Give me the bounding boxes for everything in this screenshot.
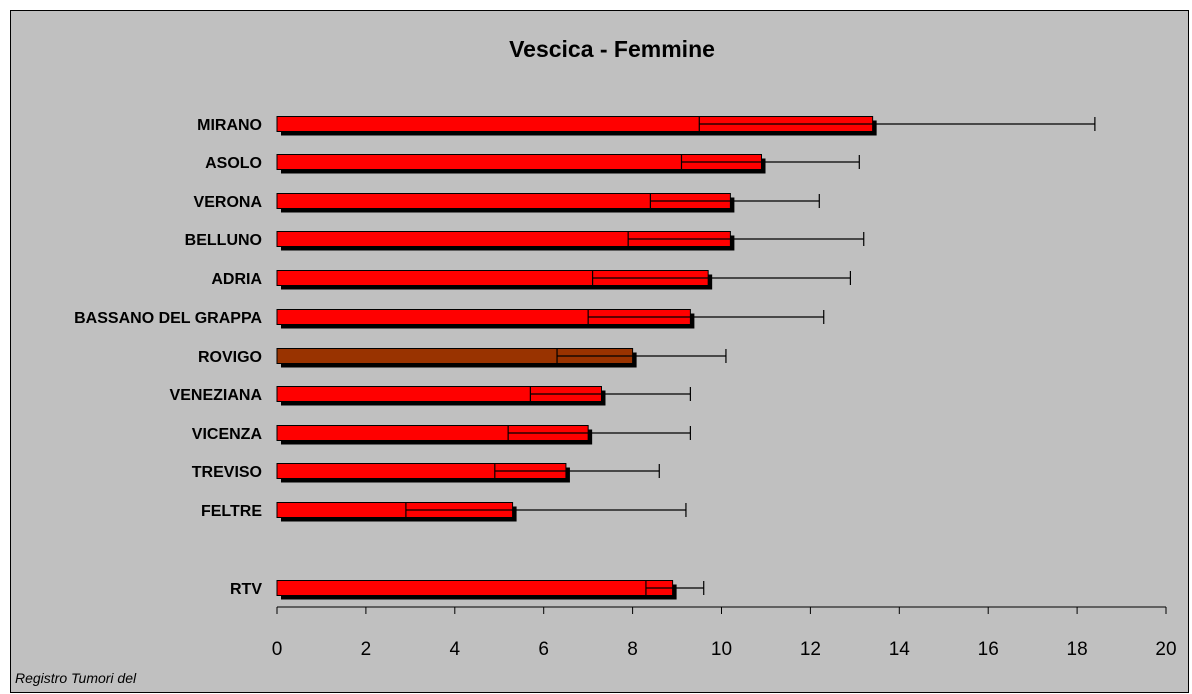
- category-labels: MIRANO ASOLO VERONA BELLUNO ADRIA BASSANO DEL…: [74, 117, 262, 598]
- chart-title: Vescica - Femmine: [509, 36, 715, 62]
- bar: [276, 580, 674, 596]
- x-tick-label: 8: [627, 639, 638, 660]
- bars-group: [276, 116, 877, 600]
- error-bars-group: [405, 117, 1096, 595]
- x-tick-label: 10: [711, 639, 732, 660]
- x-tick-label: 18: [1067, 639, 1088, 660]
- x-tick-label: 16: [978, 639, 999, 660]
- category-label: BASSANO DEL GRAPPA: [74, 310, 262, 327]
- category-label: MIRANO: [197, 117, 262, 134]
- x-tick-label: 12: [800, 639, 821, 660]
- category-label: VENEZIANA: [170, 387, 263, 404]
- category-label: ASOLO: [205, 155, 262, 172]
- category-label: ADRIA: [211, 271, 262, 288]
- category-label: BELLUNO: [185, 232, 262, 249]
- x-tick-label: 14: [889, 639, 911, 660]
- x-tick-label: 20: [1155, 639, 1176, 660]
- category-label: VICENZA: [192, 426, 263, 443]
- category-label: TREVISO: [192, 464, 262, 481]
- category-label: RTV: [230, 581, 262, 598]
- x-tick-label: 4: [450, 639, 461, 660]
- category-label: FELTRE: [201, 503, 262, 520]
- footer-note: Registro Tumori del: [15, 670, 137, 686]
- x-tick-label: 2: [361, 639, 372, 660]
- category-label: VERONA: [194, 194, 263, 211]
- x-tick-label: 6: [538, 639, 549, 660]
- x-tick-label: 0: [272, 639, 283, 660]
- x-axis-ticks: 0 2 4 6 8 10 12 14 16 18 20: [272, 607, 1177, 660]
- category-label: ROVIGO: [198, 349, 262, 366]
